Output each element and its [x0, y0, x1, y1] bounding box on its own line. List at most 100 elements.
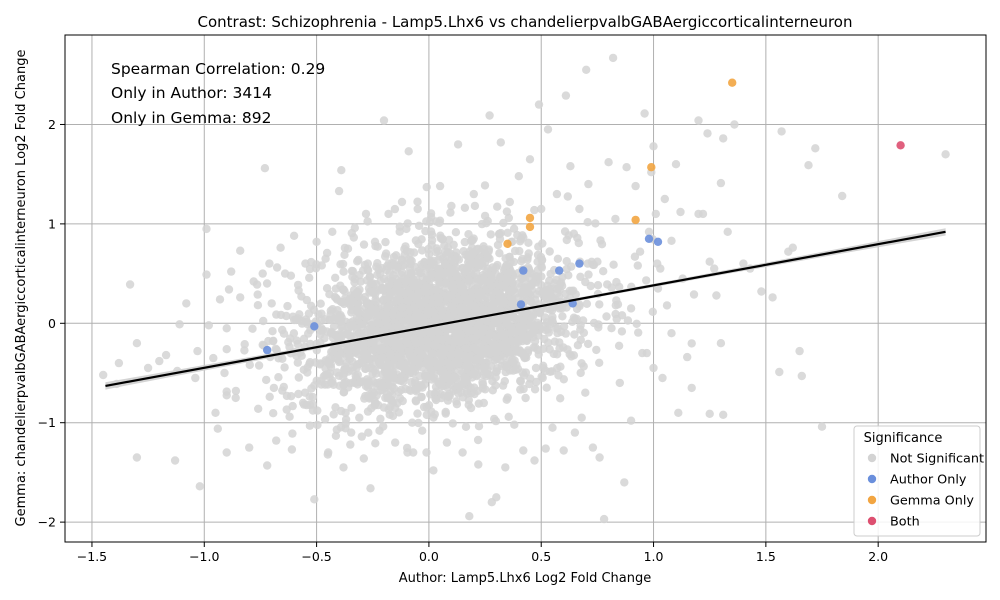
not-significant-point — [602, 312, 611, 321]
not-significant-point — [804, 161, 813, 170]
not-significant-point — [346, 291, 356, 300]
not-significant-point — [343, 244, 353, 253]
author-only-point — [644, 234, 654, 243]
not-significant-point — [326, 329, 336, 338]
not-significant-point — [510, 420, 519, 429]
not-significant-point — [464, 230, 473, 239]
not-significant-point — [405, 347, 414, 356]
not-significant-point — [649, 142, 658, 151]
not-significant-point — [404, 314, 413, 323]
not-significant-point — [529, 310, 538, 319]
not-significant-point — [391, 438, 400, 447]
not-significant-point — [683, 352, 692, 362]
not-significant-point — [393, 322, 402, 331]
not-significant-point — [447, 255, 456, 264]
not-significant-point — [426, 227, 436, 236]
not-significant-point — [563, 345, 572, 354]
not-significant-point — [417, 350, 426, 359]
not-significant-point — [611, 214, 620, 224]
not-significant-point — [768, 293, 777, 302]
not-significant-point — [367, 304, 376, 313]
not-significant-point — [289, 231, 299, 240]
not-significant-point — [125, 280, 135, 289]
not-significant-point — [667, 329, 676, 338]
not-significant-point — [303, 368, 312, 377]
not-significant-point — [404, 147, 413, 156]
not-significant-point — [660, 194, 669, 204]
legend-box — [853, 425, 981, 537]
not-significant-point — [240, 340, 249, 349]
not-significant-point — [368, 337, 377, 346]
legend-marker — [867, 474, 877, 484]
not-significant-point — [260, 164, 270, 173]
not-significant-point — [575, 204, 584, 214]
not-significant-point — [327, 347, 336, 357]
not-significant-point — [323, 450, 332, 459]
not-significant-point — [463, 251, 472, 261]
not-significant-point — [788, 243, 797, 252]
annotation-gemma-only-count: Only in Gemma: 892 — [111, 109, 271, 127]
not-significant-point — [533, 250, 543, 260]
not-significant-point — [332, 368, 342, 377]
not-significant-point — [424, 401, 434, 410]
not-significant-point — [408, 418, 417, 427]
not-significant-point — [465, 512, 474, 521]
not-significant-point — [687, 339, 696, 348]
not-significant-point — [545, 247, 554, 256]
not-significant-point — [739, 259, 748, 268]
not-significant-point — [340, 287, 349, 296]
not-significant-point — [288, 401, 297, 411]
not-significant-point — [309, 305, 319, 314]
not-significant-point — [508, 355, 517, 364]
not-significant-point — [397, 303, 407, 312]
not-significant-point — [626, 304, 636, 313]
y-tick-label: 2 — [48, 117, 56, 132]
not-significant-point — [730, 120, 739, 129]
not-significant-point — [360, 328, 370, 337]
not-significant-point — [581, 388, 590, 397]
not-significant-point — [451, 228, 461, 237]
not-significant-point — [506, 287, 515, 296]
not-significant-point — [161, 350, 171, 360]
legend-label: Gemma Only — [890, 494, 974, 509]
not-significant-point — [612, 277, 621, 287]
not-significant-point — [375, 426, 384, 435]
not-significant-point — [558, 312, 567, 321]
x-tick-label: 1.0 — [644, 549, 664, 564]
not-significant-point — [335, 350, 344, 359]
not-significant-point — [576, 335, 585, 345]
not-significant-point — [424, 244, 433, 254]
annotation-author-only-count: Only in Author: 3414 — [111, 84, 272, 102]
legend-marker — [867, 516, 877, 526]
not-significant-point — [396, 376, 406, 385]
not-significant-point — [379, 116, 389, 125]
not-significant-point — [422, 217, 431, 226]
legend-label: Not Significant — [890, 452, 984, 467]
not-significant-point — [276, 243, 285, 252]
not-significant-point — [432, 244, 441, 253]
not-significant-point — [566, 162, 575, 171]
not-significant-point — [357, 341, 366, 351]
not-significant-point — [263, 461, 272, 470]
not-significant-point — [694, 209, 703, 219]
not-significant-point — [941, 150, 950, 159]
not-significant-point — [222, 324, 231, 333]
not-significant-point — [592, 345, 601, 355]
not-significant-point — [364, 428, 373, 437]
not-significant-point — [500, 377, 509, 386]
not-significant-point — [415, 359, 424, 368]
not-significant-point — [703, 129, 712, 138]
not-significant-point — [553, 254, 563, 263]
not-significant-point — [757, 287, 766, 296]
not-significant-point — [518, 329, 527, 339]
not-significant-point — [617, 311, 627, 320]
not-significant-point — [513, 288, 522, 298]
not-significant-point — [480, 305, 490, 315]
not-significant-point — [485, 254, 494, 263]
not-significant-point — [448, 302, 457, 311]
not-significant-point — [571, 290, 580, 299]
not-significant-point — [401, 277, 410, 286]
not-significant-point — [393, 289, 403, 298]
not-significant-point — [433, 328, 442, 337]
stats-annotations: Spearman Correlation: 0.29 Only in Autho… — [111, 60, 325, 127]
